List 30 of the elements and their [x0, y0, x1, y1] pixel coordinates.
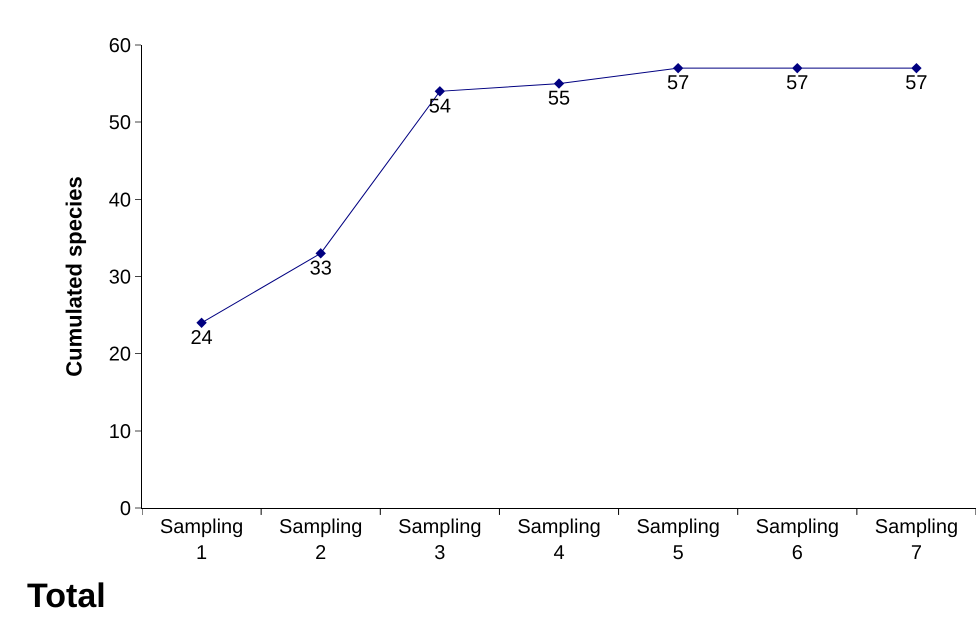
- point: [316, 248, 326, 259]
- y-axis-title: Cumulated species: [62, 176, 87, 377]
- point: [792, 62, 802, 74]
- x-tick-label: Sampling 7: [874, 516, 958, 564]
- data-label: 54: [428, 95, 451, 118]
- text: Total: [27, 577, 106, 615]
- x-tick-label: Sampling 4: [517, 516, 601, 564]
- y-tick-label: 50: [108, 112, 131, 134]
- data-label: 57: [667, 72, 690, 94]
- y-tick-label: 20: [108, 344, 131, 366]
- x-tick-label: Sampling 3: [398, 516, 482, 564]
- data-label: 55: [548, 88, 570, 110]
- y-tick-label: 30: [108, 266, 131, 288]
- x-tick-label: Sampling 1: [160, 516, 244, 564]
- x-tick-label: Sampling 2: [279, 516, 362, 564]
- y-tick-label: 40: [108, 189, 131, 212]
- point: [196, 318, 207, 328]
- x-tick-label: Sampling 6: [756, 516, 839, 564]
- data-label: 33: [310, 257, 332, 280]
- y-tick-label: 0: [120, 498, 131, 520]
- point: [672, 62, 684, 74]
- y-tick-label: 60: [108, 35, 131, 57]
- data-label: 57: [905, 72, 928, 94]
- point: [554, 78, 564, 89]
- data-label: 57: [786, 72, 808, 94]
- data-label: 24: [190, 326, 213, 349]
- x-tick-label: Sampling 5: [636, 516, 720, 564]
- y-tick-label: 10: [108, 420, 131, 443]
- point: [911, 62, 922, 74]
- point: [434, 86, 446, 96]
